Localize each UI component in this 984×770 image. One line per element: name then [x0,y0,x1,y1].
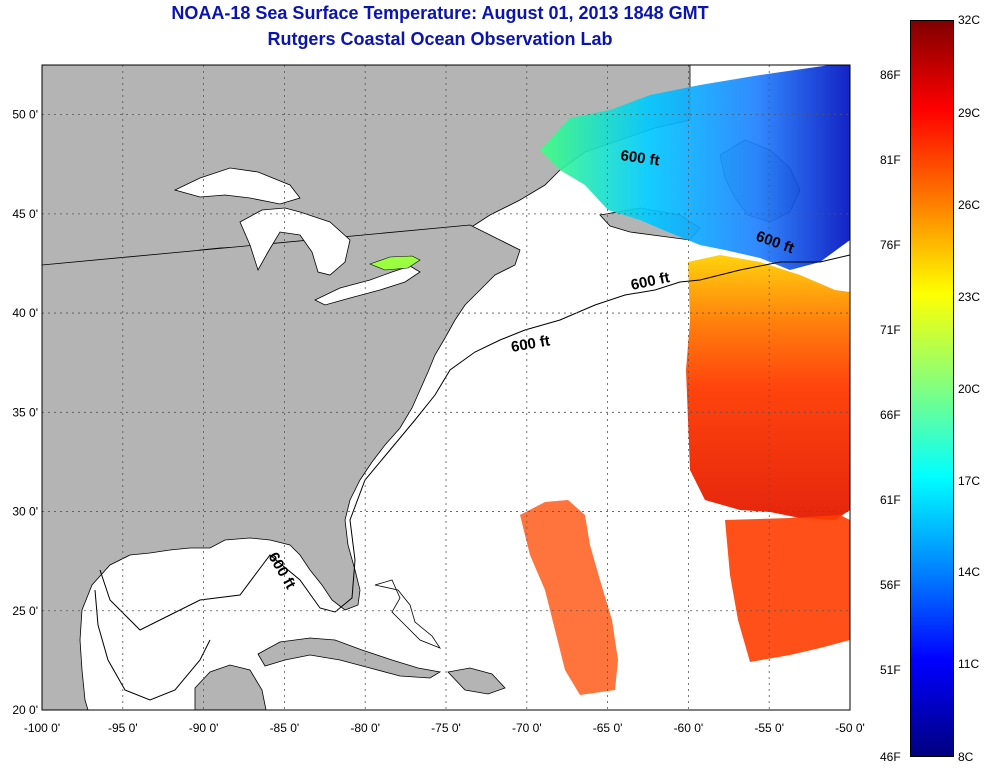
lon-tick-label: -60 0' [674,721,704,735]
lon-tick-label: -75 0' [431,721,461,735]
lat-tick-label: 30 0' [12,505,38,519]
colorbar-label-c: 14C [958,565,981,579]
colorbar-label-f: 76F [880,238,901,252]
colorbar-label-c: 29C [958,106,981,120]
colorbar-label-c: 32C [958,13,981,27]
lon-tick-label: -80 0' [350,721,380,735]
land-cuba [257,637,442,679]
lake-erie-ontario [314,265,421,306]
lake-ontario-sst [369,255,421,271]
colorbar-label-c: 8C [958,750,974,764]
longitude-axis: -100 0' -95 0' -90 0' -85 0' -80 0' -75 0' -70… [24,721,865,735]
map-grid [42,65,850,710]
lon-tick-label: -55 0' [754,721,784,735]
land-east-coast [42,224,521,710]
colorbar-label-c: 11C [958,657,980,671]
contour-label: 600 ft [510,332,552,356]
map-frame [41,64,851,711]
lon-tick-label: -50 0' [835,721,865,735]
colorbar-label-f: 51F [880,663,901,677]
sst-warm-gulf-stream [686,255,850,520]
sst-cold-gulf-st-lawrence [540,65,850,270]
land-bahamas [374,579,442,649]
lon-tick-label: -95 0' [108,721,138,735]
colorbar-label-c: 20C [958,382,981,396]
colorbar-label-f: 86F [880,68,901,82]
lon-tick-label: -65 0' [593,721,623,735]
latitude-axis: 50 0' 45 0' 40 0' 35 0' 30 0' 25 0' 20 0' [12,108,38,717]
land-yucatan [194,664,267,710]
lon-tick-label: -100 0' [24,721,60,735]
lat-tick-label: 45 0' [12,207,38,221]
lat-tick-label: 40 0' [12,306,38,320]
lon-tick-label: -70 0' [512,721,542,735]
colorbar-label-f: 61F [880,493,901,507]
land-hispaniola [447,667,506,695]
lon-tick-label: -85 0' [270,721,300,735]
colorbar-label-c: 23C [958,290,981,304]
colorbar-label-c: 17C [958,474,981,488]
lake-michigan-huron [239,207,351,276]
lat-tick-label: 25 0' [12,604,38,618]
colorbar-label-f: 46F [880,750,901,764]
map-title: NOAA-18 Sea Surface Temperature: August … [171,3,709,23]
colorbar-label-c: 26C [958,198,981,212]
lon-tick-label: -90 0' [189,721,219,735]
colorbar-label-f: 71F [880,323,901,337]
contour-label: 600 ft [619,147,660,169]
colorbar-label-f: 81F [880,153,901,167]
map-subtitle: Rutgers Coastal Ocean Observation Lab [267,29,613,49]
contour-600ft [99,254,850,631]
colorbar-label-f: 56F [880,578,901,592]
sst-warm-south-swath [725,515,850,662]
lake-superior [173,167,301,205]
sst-warm-sargasso [520,500,618,695]
sst-colorbar [910,20,954,757]
lat-tick-label: 50 0' [12,108,38,122]
contour-600ft-gulf [94,589,211,701]
colorbar-label-f: 66F [880,408,901,422]
lat-tick-label: 35 0' [12,405,38,419]
lat-tick-label: 20 0' [12,703,38,717]
